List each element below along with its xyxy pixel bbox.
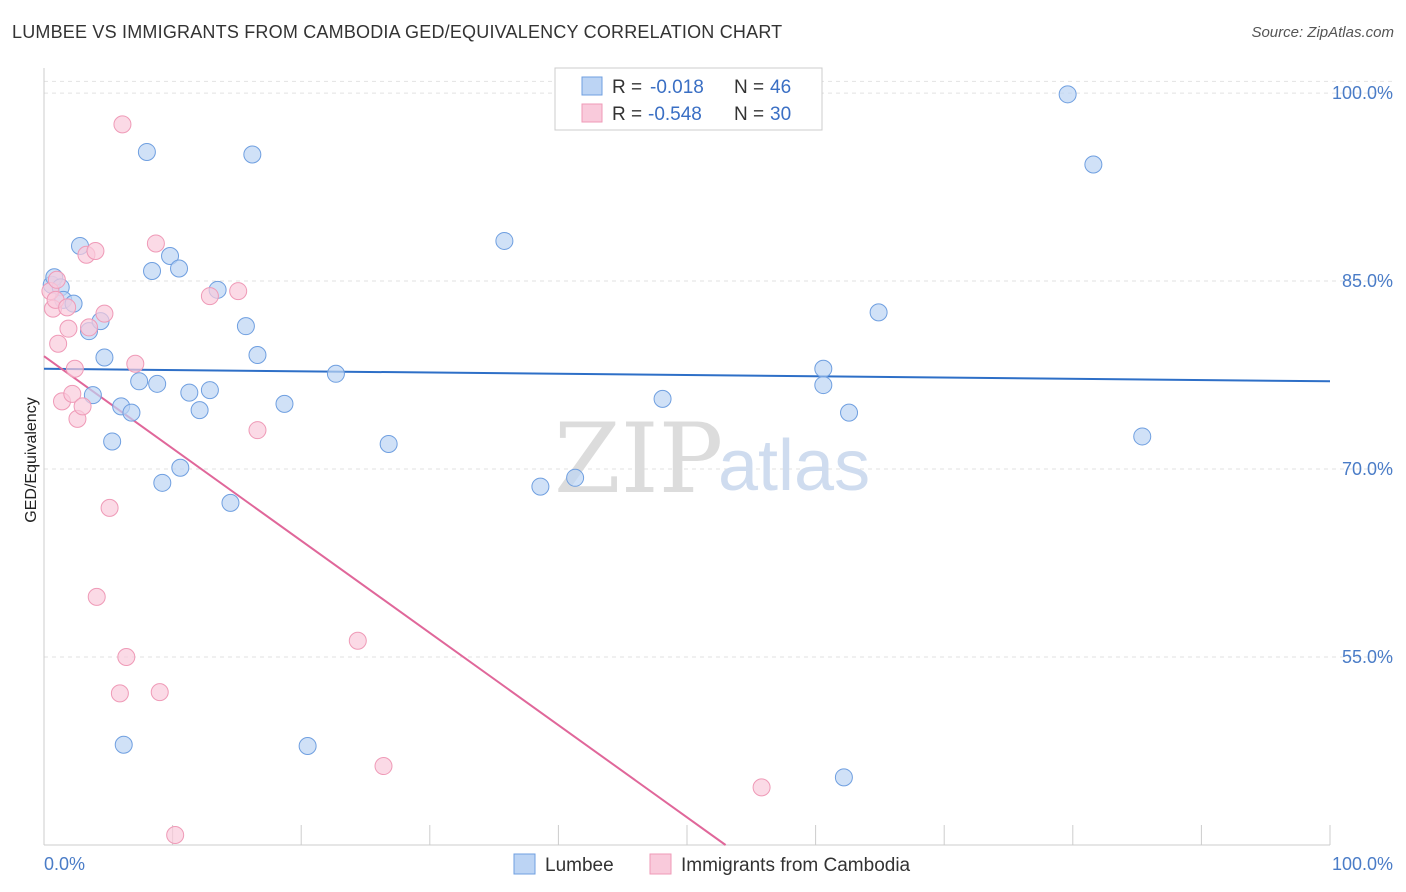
point-lumbee-10 [103, 432, 122, 451]
point-cambodia-22 [146, 234, 165, 253]
point-cambodia-11 [73, 397, 92, 416]
point-cambodia-17 [87, 587, 106, 606]
point-lumbee-22 [180, 383, 199, 402]
legend-swatch-lumbee [581, 76, 603, 96]
point-lumbee-43 [1058, 85, 1077, 104]
point-cambodia-13 [80, 318, 99, 337]
point-cambodia-6 [58, 298, 77, 317]
y-axis-title: GED/Equivalency [23, 397, 40, 522]
bottom-legend-label-lumbee: Lumbee [545, 855, 614, 876]
point-cambodia-24 [166, 825, 185, 844]
point-lumbee-17 [148, 374, 167, 393]
point-lumbee-30 [275, 394, 294, 413]
point-lumbee-26 [221, 493, 240, 512]
point-lumbee-19 [161, 246, 180, 265]
point-lumbee-36 [566, 468, 585, 487]
point-cambodia-20 [113, 115, 132, 134]
legend-n-value-1: 46 [770, 77, 791, 98]
point-lumbee-33 [379, 434, 398, 453]
y-tick-label-3: 55.0% [1342, 647, 1393, 667]
point-lumbee-14 [130, 372, 149, 391]
point-cambodia-8 [63, 384, 82, 403]
legend-n-label-1: N = [734, 77, 764, 98]
legend-r-value-1: -0.018 [650, 77, 704, 98]
point-lumbee-32 [326, 364, 345, 383]
point-lumbee-35 [531, 477, 550, 496]
legend-swatch-cambodia [581, 103, 603, 123]
x-tick-label-max: 100.0% [1332, 854, 1393, 874]
point-cambodia-27 [248, 421, 267, 440]
point-cambodia-14 [86, 241, 105, 260]
point-lumbee-41 [834, 768, 853, 787]
point-lumbee-39 [814, 376, 833, 395]
watermark-atlas: atlas [718, 426, 870, 506]
point-lumbee-24 [200, 381, 219, 400]
bottom-legend-swatch-lumbee [513, 853, 536, 875]
point-cambodia-7 [59, 319, 78, 338]
point-cambodia-29 [374, 757, 393, 776]
point-lumbee-29 [248, 345, 267, 364]
data-points [41, 85, 1152, 844]
y-tick-label-1: 85.0% [1342, 271, 1393, 291]
point-lumbee-21 [171, 458, 190, 477]
point-cambodia-4 [49, 334, 68, 353]
point-cambodia-16 [100, 498, 119, 517]
y-tick-labels: 100.0% 85.0% 70.0% 55.0% [1332, 83, 1393, 667]
point-lumbee-12 [122, 403, 141, 422]
bottom-legend-label-cambodia: Immigrants from Cambodia [681, 855, 911, 876]
legend: R = -0.018 N = 46 R = -0.548 N = 30 [554, 67, 823, 131]
point-cambodia-18 [110, 684, 129, 703]
point-cambodia-9 [65, 359, 84, 378]
point-cambodia-19 [117, 648, 136, 667]
trend-line-cambodia [43, 355, 727, 846]
point-lumbee-20 [170, 259, 189, 278]
point-cambodia-28 [348, 631, 367, 650]
legend-n-label-2: N = [734, 104, 764, 125]
x-tick-label-min: 0.0% [44, 854, 85, 874]
source-label: Source: ZipAtlas.com [1251, 24, 1394, 41]
point-lumbee-40 [840, 403, 859, 422]
point-lumbee-15 [137, 142, 156, 161]
trend-line-lumbee [43, 367, 1331, 383]
point-cambodia-15 [95, 304, 114, 323]
point-lumbee-9 [83, 386, 102, 405]
gridlines [44, 80, 1392, 658]
bottom-legend: Lumbee Immigrants from Cambodia [513, 853, 911, 876]
point-lumbee-13 [114, 735, 133, 754]
point-lumbee-37 [653, 389, 672, 408]
point-lumbee-34 [495, 231, 514, 250]
trend-lines [43, 355, 1331, 846]
point-cambodia-23 [150, 683, 169, 702]
legend-r-value-2: -0.548 [648, 104, 702, 125]
point-lumbee-45 [1133, 427, 1152, 446]
bottom-legend-swatch-cambodia [649, 853, 672, 875]
y-tick-label-2: 70.0% [1342, 459, 1393, 479]
point-cambodia-3 [47, 270, 66, 289]
point-lumbee-31 [298, 736, 317, 755]
point-lumbee-27 [236, 317, 255, 336]
point-lumbee-23 [190, 401, 209, 420]
point-lumbee-18 [153, 473, 172, 492]
axes [43, 68, 1331, 846]
point-cambodia-26 [229, 282, 248, 301]
legend-r-label-1: R = [612, 77, 642, 98]
point-lumbee-44 [1084, 155, 1103, 174]
point-cambodia-25 [200, 287, 219, 306]
point-lumbee-8 [95, 348, 114, 367]
chart-title: LUMBEE VS IMMIGRANTS FROM CAMBODIA GED/E… [12, 22, 783, 42]
y-tick-label-0: 100.0% [1332, 83, 1393, 103]
point-cambodia-21 [126, 354, 145, 373]
watermark-zip: ZIP [554, 403, 723, 515]
point-cambodia-30 [752, 778, 771, 797]
legend-r-label-2: R = [612, 104, 642, 125]
point-lumbee-42 [869, 303, 888, 322]
point-lumbee-16 [143, 262, 162, 281]
point-lumbee-38 [814, 359, 833, 378]
point-lumbee-28 [243, 145, 262, 164]
legend-n-value-2: 30 [770, 104, 791, 125]
